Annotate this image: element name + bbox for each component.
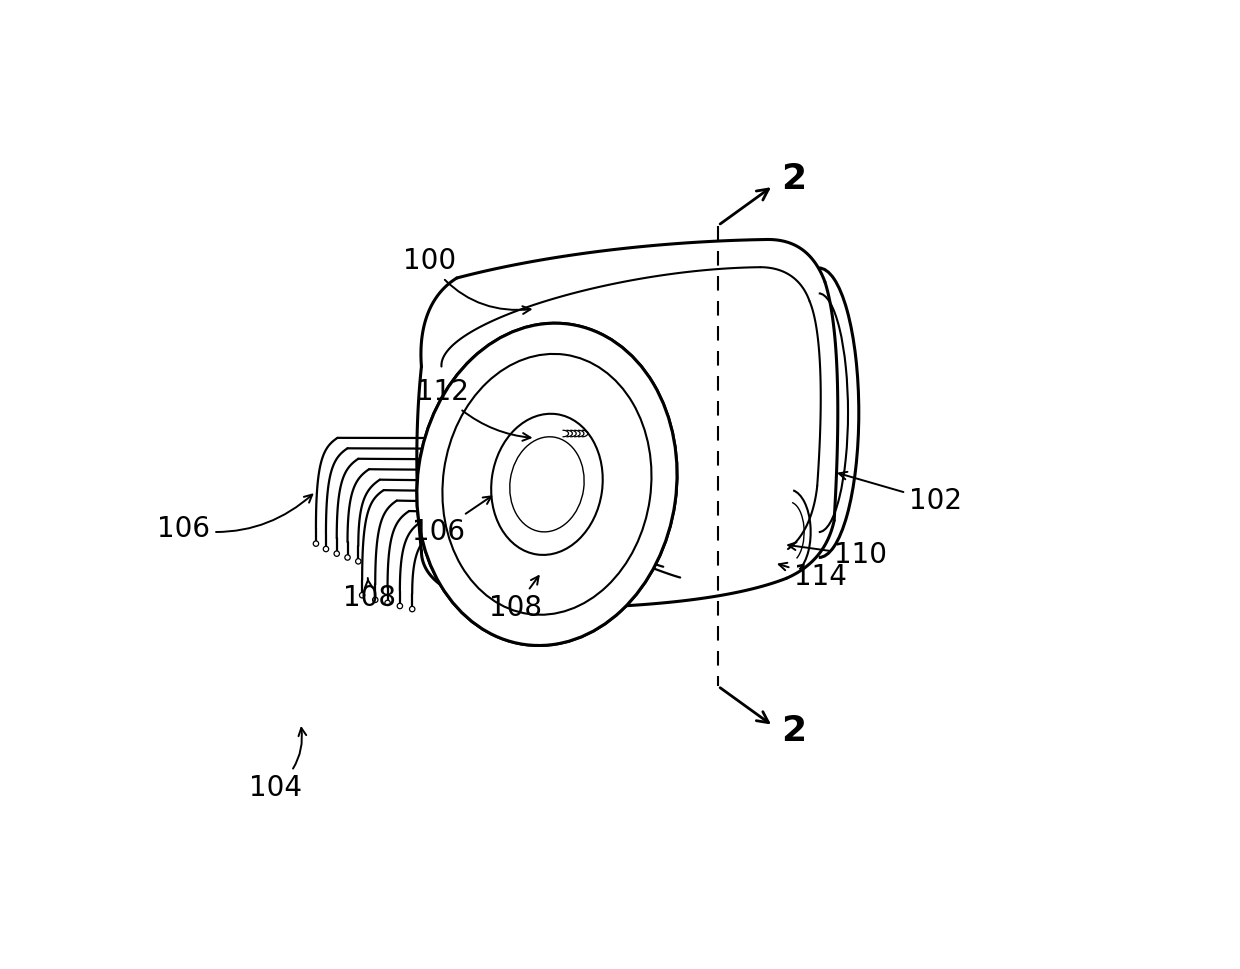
Text: 106: 106 — [412, 496, 491, 547]
Ellipse shape — [360, 592, 365, 598]
Ellipse shape — [314, 541, 319, 547]
Text: 102: 102 — [839, 472, 962, 516]
Ellipse shape — [491, 414, 603, 555]
Ellipse shape — [384, 600, 391, 606]
Ellipse shape — [417, 324, 677, 645]
Text: 2: 2 — [781, 714, 807, 748]
Text: 2: 2 — [781, 163, 807, 197]
Ellipse shape — [345, 555, 350, 560]
Text: 110: 110 — [789, 541, 887, 569]
Ellipse shape — [397, 604, 403, 609]
Ellipse shape — [356, 559, 361, 564]
Text: 100: 100 — [403, 247, 531, 314]
Text: 108: 108 — [343, 578, 396, 611]
Text: 108: 108 — [490, 577, 542, 621]
Text: 114: 114 — [779, 563, 847, 591]
Text: 112: 112 — [417, 378, 531, 441]
Ellipse shape — [417, 324, 677, 645]
Text: 104: 104 — [249, 728, 306, 801]
Ellipse shape — [510, 437, 584, 532]
Ellipse shape — [324, 547, 329, 551]
Ellipse shape — [443, 354, 651, 614]
Ellipse shape — [443, 354, 651, 614]
Polygon shape — [417, 239, 838, 608]
Ellipse shape — [372, 597, 378, 603]
Ellipse shape — [510, 437, 584, 532]
Text: 106: 106 — [157, 494, 312, 543]
Ellipse shape — [334, 551, 340, 556]
Ellipse shape — [491, 414, 603, 555]
Ellipse shape — [409, 607, 415, 611]
